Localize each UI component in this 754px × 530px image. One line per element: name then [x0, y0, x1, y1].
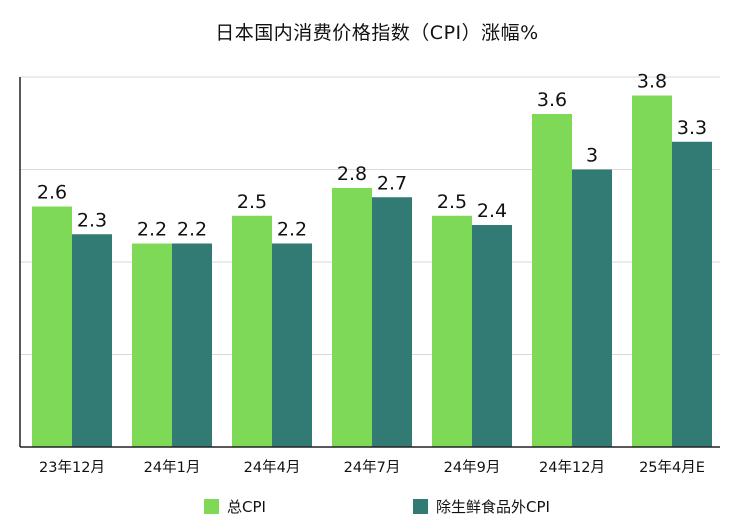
bar-core-cpi-3 [372, 197, 412, 447]
data-label-core-cpi-0: 2.3 [77, 209, 107, 231]
x-tick-label-2: 24年4月 [244, 459, 301, 476]
data-labels: 2.6 2.2 2.5 2.8 2.5 3.6 3.8 2.3 2.2 2.2 2.7 2.4 3 3.3 [37, 71, 707, 241]
legend-item-total-cpi: 总CPI [204, 493, 266, 519]
data-label-core-cpi-5: 3 [586, 145, 598, 167]
x-tick-label-0: 23年12月 [39, 459, 105, 476]
legend-swatch-total-cpi [204, 498, 219, 514]
bar-total-cpi-1 [132, 243, 172, 447]
x-tick-label-6: 25年4月E [639, 459, 705, 476]
bar-core-cpi-0 [72, 234, 112, 447]
bar-core-cpi-1 [172, 243, 212, 447]
data-label-total-cpi-5: 3.6 [537, 89, 567, 111]
bar-core-cpi-6 [672, 141, 712, 447]
x-tick-label-5: 24年12月 [539, 459, 605, 476]
data-label-total-cpi-1: 2.2 [137, 219, 167, 241]
legend-swatch-core-cpi [413, 498, 428, 514]
data-label-core-cpi-4: 2.4 [477, 200, 507, 222]
bar-series [32, 95, 712, 447]
bar-core-cpi-2 [272, 243, 312, 447]
x-axis-ticks: 23年12月 24年1月 24年4月 24年7月 24年9月 24年12月 25年4月E [39, 459, 705, 476]
legend-label-core-cpi: 除生鲜食品外CPI [436, 497, 550, 516]
bar-total-cpi-5 [532, 114, 572, 447]
bar-total-cpi-2 [232, 215, 272, 447]
bar-total-cpi-6 [632, 95, 672, 447]
x-tick-label-3: 24年7月 [344, 459, 401, 476]
data-label-total-cpi-4: 2.5 [437, 191, 467, 213]
data-label-total-cpi-2: 2.5 [237, 191, 267, 213]
data-label-total-cpi-0: 2.6 [37, 182, 67, 204]
bar-core-cpi-5 [572, 169, 612, 447]
bar-chart: 2.6 2.2 2.5 2.8 2.5 3.6 3.8 2.3 2.2 2.2 2.7 2.4 3 3.3… [19, 71, 720, 476]
legend-item-core-cpi: 除生鲜食品外CPI [413, 493, 550, 519]
x-tick-label-1: 24年1月 [144, 459, 201, 476]
data-label-total-cpi-3: 2.8 [337, 163, 367, 185]
bar-total-cpi-3 [332, 188, 372, 447]
data-label-core-cpi-3: 2.7 [377, 172, 407, 194]
bar-core-cpi-4 [472, 225, 512, 447]
legend-label-total-cpi: 总CPI [227, 497, 266, 516]
data-label-core-cpi-2: 2.2 [277, 219, 307, 241]
bar-total-cpi-4 [432, 215, 472, 447]
chart-title: 日本国内消费价格指数（CPI）涨幅% [215, 22, 539, 44]
bar-total-cpi-0 [32, 206, 72, 447]
chart-legend: 总CPI 除生鲜食品外CPI [0, 493, 754, 519]
data-label-core-cpi-6: 3.3 [677, 117, 707, 139]
x-tick-label-4: 24年9月 [444, 459, 501, 476]
data-label-core-cpi-1: 2.2 [177, 219, 207, 241]
data-label-total-cpi-6: 3.8 [637, 71, 667, 93]
